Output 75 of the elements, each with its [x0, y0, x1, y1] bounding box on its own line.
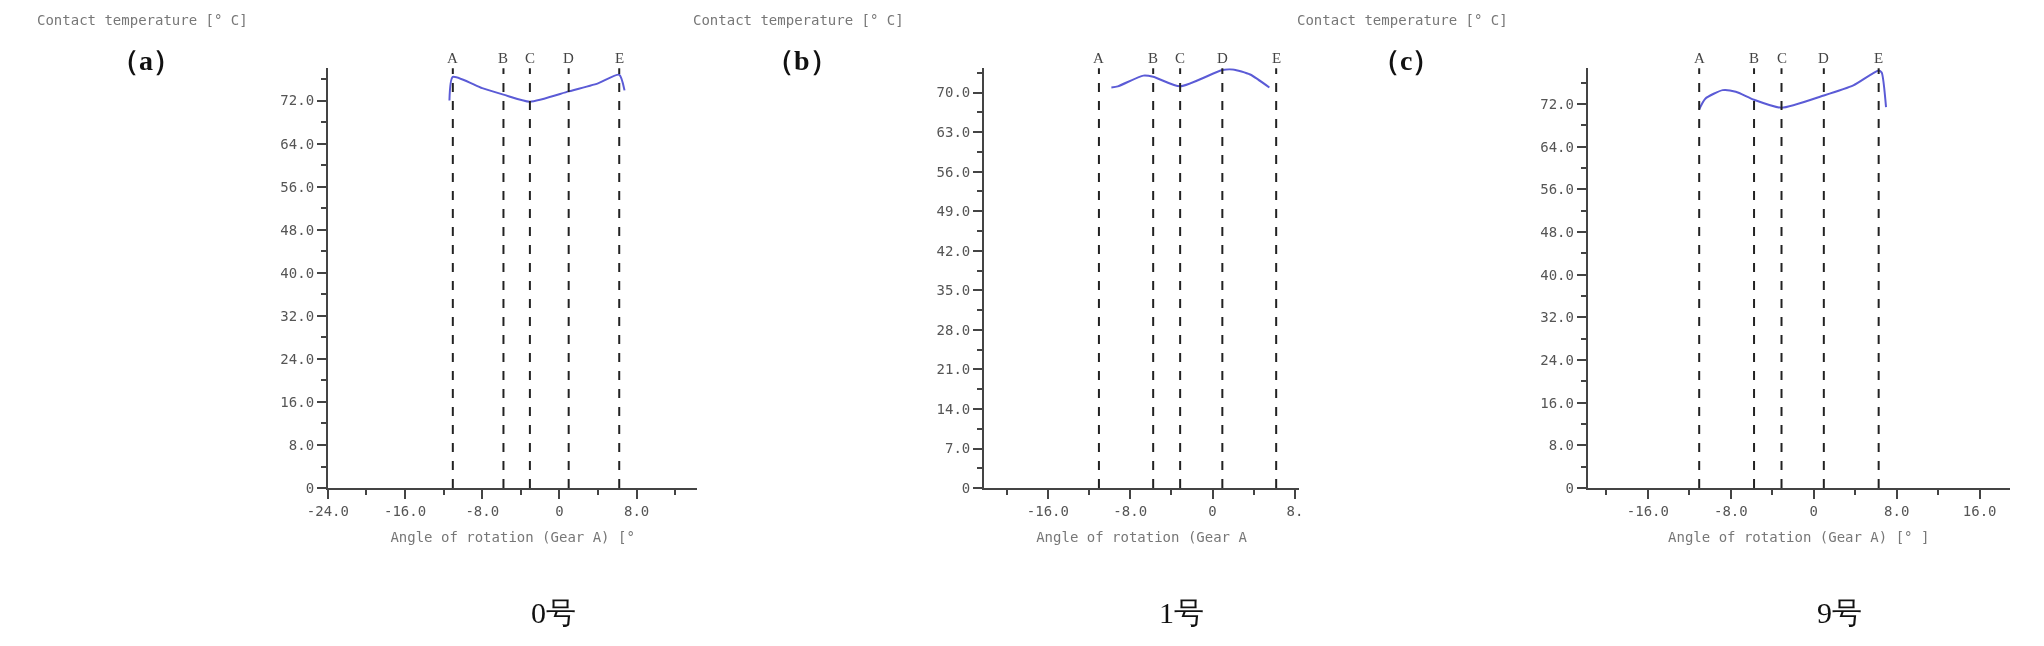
x-tick-label: 8.	[1286, 502, 1304, 519]
ref-line-label: C	[1175, 50, 1186, 66]
y-tick-label: 28.0	[936, 321, 971, 338]
ref-line-label: D	[1818, 50, 1829, 66]
x-axis-title: Angle of rotation (Gear A	[1036, 528, 1248, 545]
y-tick-label: 16.0	[1540, 394, 1574, 411]
x-tick-label: -8.0	[1113, 502, 1148, 519]
ref-line-label: E	[1874, 50, 1884, 66]
y-tick-label: 70.0	[936, 84, 971, 101]
y-axis-title: Contact temperature [° C]	[37, 12, 248, 28]
y-tick-label: 21.0	[936, 361, 971, 378]
y-tick-label: 64.0	[280, 135, 315, 152]
x-tick-label: -8.0	[465, 502, 500, 519]
line-series	[1698, 69, 1888, 111]
y-tick-label: 56.0	[936, 163, 971, 180]
x-tick-label: -24.0	[306, 502, 349, 519]
ref-line-label: E	[1272, 50, 1282, 66]
ref-line-label: B	[498, 50, 509, 66]
y-tick-label: 7.0	[944, 440, 971, 457]
y-tick-label: 40.0	[280, 264, 315, 281]
x-axis-title: Angle of rotation (Gear A) [°	[390, 528, 635, 545]
y-tick-label: 0	[305, 479, 315, 496]
y-tick-label: 32.0	[1540, 309, 1574, 326]
ref-line-label: D	[1217, 50, 1228, 66]
chart-title: （a）	[111, 45, 181, 76]
x-tick-label: 16.0	[1962, 502, 1997, 519]
y-tick-label: 42.0	[936, 242, 971, 259]
y-tick-label: 72.0	[280, 92, 315, 109]
ref-line-label: B	[1148, 50, 1159, 66]
y-tick-label: 24.0	[1540, 351, 1574, 368]
ref-line-label: E	[615, 50, 625, 66]
chart-title: （c）	[1372, 45, 1441, 76]
text: 0号	[531, 596, 576, 629]
ref-line-label: A	[447, 50, 458, 66]
x-tick-label: -16.0	[1026, 502, 1069, 519]
y-tick-label: 56.0	[1540, 181, 1574, 198]
chart-title: （b）	[766, 45, 838, 76]
y-tick-label: 8.0	[288, 436, 315, 453]
x-axis-title: Angle of rotation (Gear A) [° ]	[1668, 528, 1930, 545]
y-tick-label: 35.0	[936, 282, 971, 299]
x-tick-label: -16.0	[383, 502, 427, 519]
y-tick-label: 64.0	[1540, 138, 1574, 155]
ref-line-label: C	[525, 50, 536, 66]
y-tick-label: 56.0	[280, 178, 315, 195]
ref-line-label: A	[1093, 50, 1104, 66]
text: 9号	[1817, 596, 1862, 629]
y-tick-label: 72.0	[1540, 95, 1574, 112]
y-tick-label: 14.0	[936, 400, 971, 417]
y-tick-label: 16.0	[280, 393, 315, 410]
text: 1号	[1159, 596, 1204, 629]
y-tick-label: 8.0	[1548, 437, 1574, 454]
x-tick-label: -16.0	[1626, 502, 1669, 519]
x-tick-label: 8.0	[623, 502, 650, 519]
y-tick-label: 48.0	[280, 221, 315, 238]
y-tick-label: 24.0	[280, 350, 315, 367]
y-tick-label: 48.0	[1540, 223, 1574, 240]
x-tick-label: 8.0	[1884, 502, 1910, 519]
ref-line-label: D	[563, 50, 574, 66]
y-axis-title: Contact temperature [° C]	[1297, 12, 1508, 28]
ref-line-label: A	[1694, 50, 1705, 66]
y-tick-label: 32.0	[280, 307, 315, 324]
y-tick-label: 63.0	[936, 124, 971, 141]
x-tick-label: -8.0	[1713, 502, 1748, 519]
x-tick-label: 0	[555, 502, 564, 519]
y-tick-label: 0	[1565, 479, 1574, 496]
ref-line-label: C	[1777, 50, 1788, 66]
y-axis-title: Contact temperature [° C]	[693, 12, 904, 28]
line-series	[1110, 68, 1271, 89]
y-tick-label: 40.0	[1540, 266, 1574, 283]
ref-line-label: B	[1749, 50, 1760, 66]
x-tick-label: 0	[1809, 502, 1818, 519]
x-tick-label: 0	[1208, 502, 1217, 519]
y-tick-label: 0	[961, 479, 971, 496]
line-series	[448, 73, 626, 103]
y-tick-label: 49.0	[936, 203, 971, 220]
